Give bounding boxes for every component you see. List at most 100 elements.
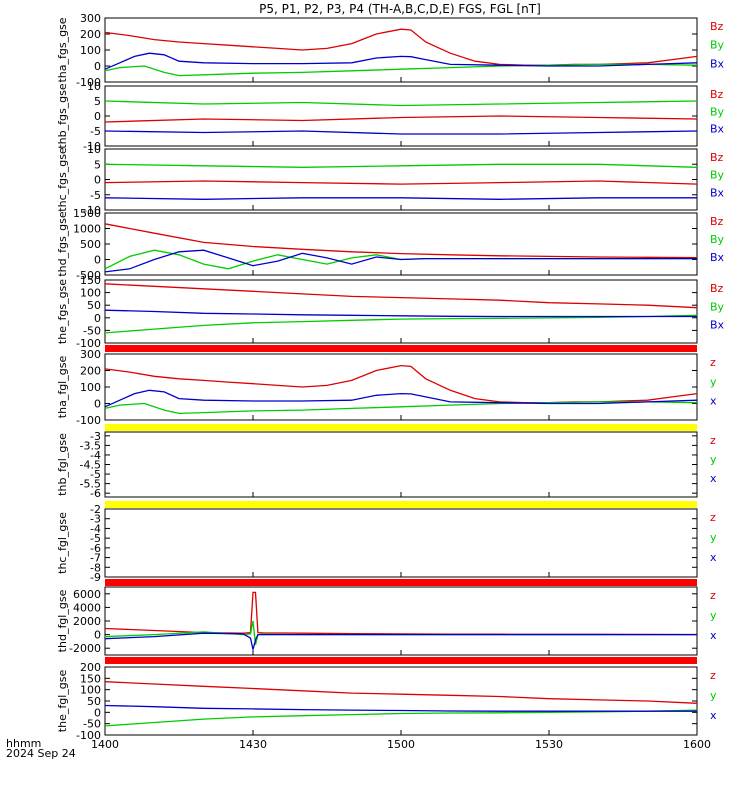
y-tick-label: 0 bbox=[94, 174, 101, 187]
legend-z: z bbox=[710, 434, 716, 447]
y-tick-label: -500 bbox=[76, 269, 101, 282]
time-axis: hhmm 2024 Sep 24 1400 1430 1500 1530 1600 bbox=[6, 737, 711, 760]
y-tick-label: -50 bbox=[83, 718, 101, 731]
y-tick-label: 1000 bbox=[73, 223, 101, 236]
series-Bx-line bbox=[104, 52, 698, 70]
legend-Bz: Bz bbox=[710, 20, 724, 33]
y-tick-label: -5 bbox=[90, 189, 101, 202]
y-tick-label: 10 bbox=[87, 80, 101, 93]
y-tick-label: 10 bbox=[87, 143, 101, 156]
panel-thb_fgs_gse: -10 -5 0 5 10 thb_fgs_gse Bz By Bx bbox=[56, 80, 725, 153]
legend-y: y bbox=[710, 609, 717, 622]
status-bar bbox=[105, 345, 697, 352]
y-tick-label: -100 bbox=[76, 414, 101, 427]
legend-y: y bbox=[710, 453, 717, 466]
legend-Bz: Bz bbox=[710, 88, 724, 101]
y-tick-label: 0 bbox=[94, 254, 101, 267]
time-tick-label: 1400 bbox=[91, 738, 119, 751]
panel-thd_fgs_gse: -500 0 500 1000 1500 thd_fgs_gse Bz By Bx bbox=[56, 207, 725, 282]
y-tick-label: -8 bbox=[90, 561, 101, 574]
panel-ylabel: the_fgs_gse bbox=[56, 279, 69, 344]
panel-ylabel: thd_fgl_gse bbox=[56, 589, 69, 652]
y-tick-label: 300 bbox=[80, 348, 101, 361]
y-tick-label: 100 bbox=[80, 684, 101, 697]
panel-frame bbox=[104, 212, 698, 276]
panel-thb_fgl_gse: -3-3.5-4-4.5-5-5.5-6 thb_fgl_gse zyx bbox=[56, 430, 717, 500]
y-tick-label: -2000 bbox=[69, 642, 101, 655]
legend-Bx: Bx bbox=[710, 123, 725, 136]
series-By-line bbox=[104, 314, 698, 334]
time-tick-label: 1600 bbox=[683, 738, 711, 751]
y-tick-label: 100 bbox=[80, 44, 101, 57]
status-bar bbox=[105, 424, 697, 431]
legend-x: x bbox=[710, 551, 717, 564]
panel-frame bbox=[104, 431, 698, 498]
y-tick-label: -100 bbox=[76, 337, 101, 350]
y-tick-label: -5 bbox=[90, 468, 101, 481]
panel-frame bbox=[104, 586, 698, 656]
y-tick-label: -100 bbox=[76, 76, 101, 89]
y-tick-label: 50 bbox=[87, 299, 101, 312]
y-tick-label: 0 bbox=[94, 110, 101, 123]
series-By-line bbox=[104, 100, 698, 107]
legend-Bz: Bz bbox=[710, 151, 724, 164]
y-tick-label: -100 bbox=[76, 729, 101, 742]
legend-z: z bbox=[710, 589, 716, 602]
panel-frame bbox=[104, 17, 698, 83]
figure-title: P5, P1, P2, P3, P4 (TH-A,B,C,D,E) FGS, F… bbox=[259, 2, 541, 16]
series-Bx-line bbox=[104, 197, 697, 200]
y-tick-label: 50 bbox=[87, 695, 101, 708]
series-Bz-line bbox=[104, 180, 698, 185]
series-Bx-line bbox=[104, 249, 697, 273]
series-By-line bbox=[104, 63, 698, 77]
y-tick-label: -2 bbox=[90, 503, 101, 516]
y-tick-label: 200 bbox=[80, 661, 101, 674]
y-tick-label: -3 bbox=[90, 513, 101, 526]
y-tick-label: -4.5 bbox=[80, 459, 101, 472]
y-tick-label: 0 bbox=[94, 60, 101, 73]
y-tick-label: 150 bbox=[80, 672, 101, 685]
series-Bx-line bbox=[104, 309, 697, 318]
status-bar bbox=[105, 579, 697, 586]
panel-frame bbox=[104, 85, 698, 147]
legend-Bx: Bx bbox=[710, 319, 725, 332]
y-tick-label: -9 bbox=[90, 571, 101, 584]
series-x-line bbox=[104, 389, 698, 408]
legend-Bz: Bz bbox=[710, 215, 724, 228]
legend-By: By bbox=[710, 39, 725, 52]
legend-Bx: Bx bbox=[710, 57, 725, 70]
series-x-line bbox=[104, 632, 697, 650]
legend-By: By bbox=[710, 300, 725, 313]
panel-ylabel: thc_fgs_gse bbox=[56, 147, 69, 212]
y-tick-label: 0 bbox=[94, 629, 101, 642]
panel-ylabel: thd_fgs_gse bbox=[56, 211, 69, 277]
series-Bz-line bbox=[104, 115, 698, 123]
legend-y: y bbox=[710, 689, 717, 702]
y-tick-label: 1500 bbox=[73, 207, 101, 220]
y-tick-label: 5 bbox=[94, 158, 101, 171]
legend-By: By bbox=[710, 233, 725, 246]
time-tick-label: 1530 bbox=[535, 738, 563, 751]
series-Bx-line bbox=[104, 130, 698, 135]
y-tick-label: -5.5 bbox=[80, 478, 101, 491]
panel-thc_fgs_gse: -10 -5 0 5 10 thc_fgs_gse Bz By Bx bbox=[56, 143, 725, 217]
y-tick-label: 6000 bbox=[73, 588, 101, 601]
panel-ylabel: thb_fgl_gse bbox=[56, 433, 69, 496]
legend-y: y bbox=[710, 531, 717, 544]
y-tick-label: 150 bbox=[80, 274, 101, 287]
y-tick-label: 0 bbox=[94, 398, 101, 411]
legend-z: z bbox=[710, 356, 716, 369]
y-tick-label: 200 bbox=[80, 365, 101, 378]
y-tick-label: -5 bbox=[90, 125, 101, 138]
panel-frame bbox=[104, 353, 698, 421]
y-tick-label: -7 bbox=[90, 552, 101, 565]
time-axis-label-line1: hhmm bbox=[6, 737, 41, 750]
series-z-line bbox=[104, 591, 698, 636]
legend-Bz: Bz bbox=[710, 282, 724, 295]
panel-frame bbox=[104, 279, 698, 344]
panel-tha_fgl_gse: -100 0 100 200 300 tha_fgl_gse zyx bbox=[56, 348, 717, 427]
legend-Bx: Bx bbox=[710, 186, 725, 199]
series-x-line bbox=[104, 704, 697, 712]
